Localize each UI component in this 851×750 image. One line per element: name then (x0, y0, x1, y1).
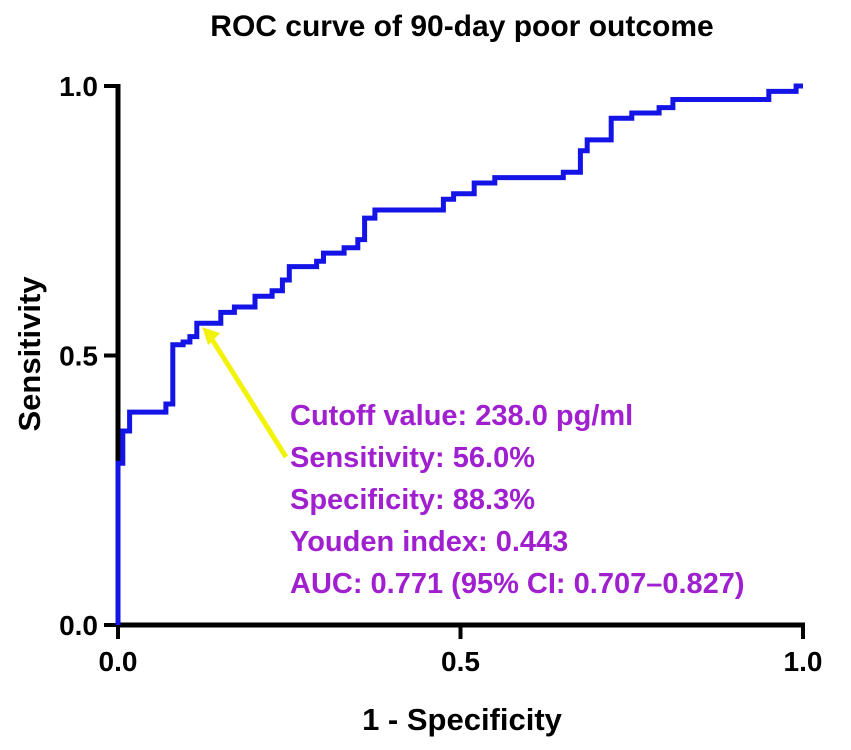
cutoff-arrow (206, 330, 289, 459)
cutoff-arrow-head (202, 327, 221, 346)
annotation-line: AUC: 0.771 (95% CI: 0.707–0.827) (290, 568, 745, 600)
x-tick-label: 1.0 (784, 646, 823, 677)
annotation-line: Sensitivity: 56.0% (290, 442, 535, 474)
y-tick-label: 0.5 (59, 341, 98, 372)
annotation-text-block: Cutoff value: 238.0 pg/ml Sensitivity: 56… (290, 400, 745, 600)
y-axis-label: Sensitivity (12, 276, 47, 432)
y-tick-label: 1.0 (59, 71, 98, 102)
annotation-line: Specificity: 88.3% (290, 484, 535, 516)
annotation-line: Cutoff value: 238.0 pg/ml (290, 400, 633, 432)
chart-title: ROC curve of 90-day poor outcome (210, 10, 713, 43)
annotation-line: Youden index: 0.443 (290, 526, 568, 558)
x-tick-label: 0.5 (441, 646, 480, 677)
y-tick-label: 0.0 (59, 610, 98, 641)
roc-curve-line (115, 83, 803, 625)
x-tick-label: 0.0 (99, 646, 138, 677)
plot-area: 0.0 0.5 1.0 0.0 0.5 1.0 (59, 71, 822, 677)
x-axis-label: 1 - Specificity (362, 702, 563, 737)
